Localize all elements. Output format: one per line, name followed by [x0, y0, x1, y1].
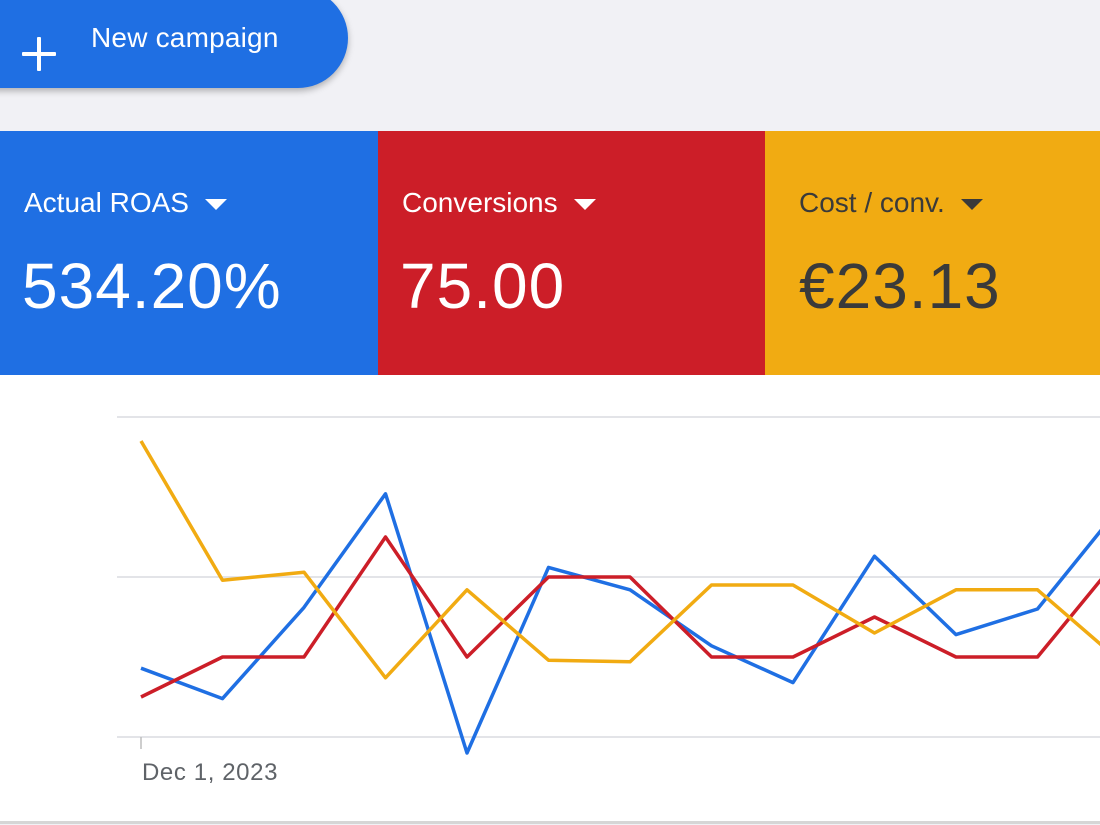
performance-chart: Dec 1, 2023	[0, 375, 1100, 824]
series-line-0	[140, 492, 1100, 755]
scorecard-header[interactable]: Actual ROAS	[24, 187, 227, 219]
scorecard-conversions[interactable]: Conversions 75.00	[378, 131, 765, 375]
new-campaign-label: New campaign	[91, 22, 279, 53]
new-campaign-button[interactable]: New campaign	[0, 0, 348, 88]
scorecard-header[interactable]: Conversions	[402, 187, 596, 219]
dropdown-caret-icon[interactable]	[960, 198, 983, 210]
plus-icon	[20, 35, 58, 73]
dropdown-caret-icon[interactable]	[573, 198, 596, 210]
scorecard-actual-roas[interactable]: Actual ROAS 534.20%	[0, 131, 378, 375]
scorecard-value: 534.20%	[22, 250, 282, 322]
scorecard-label: Conversions	[402, 187, 558, 218]
x-axis-date-label: Dec 1, 2023	[142, 759, 279, 786]
scorecard-label: Actual ROAS	[24, 187, 189, 218]
dropdown-caret-icon[interactable]	[204, 198, 227, 210]
scorecard-header[interactable]: Cost / conv.	[799, 187, 983, 219]
scorecard-value: €23.13	[799, 250, 1001, 322]
scorecard-label: Cost / conv.	[799, 187, 945, 218]
scorecard-cost-per-conversion[interactable]: Cost / conv. €23.13	[765, 131, 1100, 375]
series-line-2	[139, 440, 1100, 680]
chart-plot-area	[117, 416, 1100, 755]
scorecard-value: 75.00	[400, 250, 566, 322]
series-line-1	[140, 535, 1100, 699]
scorecard-row: Actual ROAS 534.20% Conversions 75.00 Co…	[0, 131, 1100, 375]
